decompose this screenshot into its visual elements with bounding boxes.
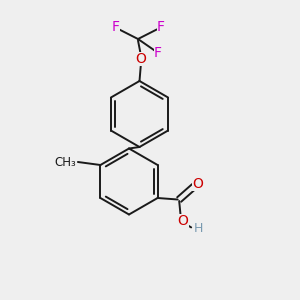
Text: O: O bbox=[178, 214, 188, 228]
Text: F: F bbox=[154, 46, 161, 60]
Text: F: F bbox=[112, 20, 119, 34]
Text: O: O bbox=[192, 177, 203, 190]
Text: F: F bbox=[157, 20, 164, 34]
Text: O: O bbox=[136, 52, 146, 66]
Text: CH₃: CH₃ bbox=[55, 155, 76, 169]
Text: H: H bbox=[194, 222, 204, 236]
